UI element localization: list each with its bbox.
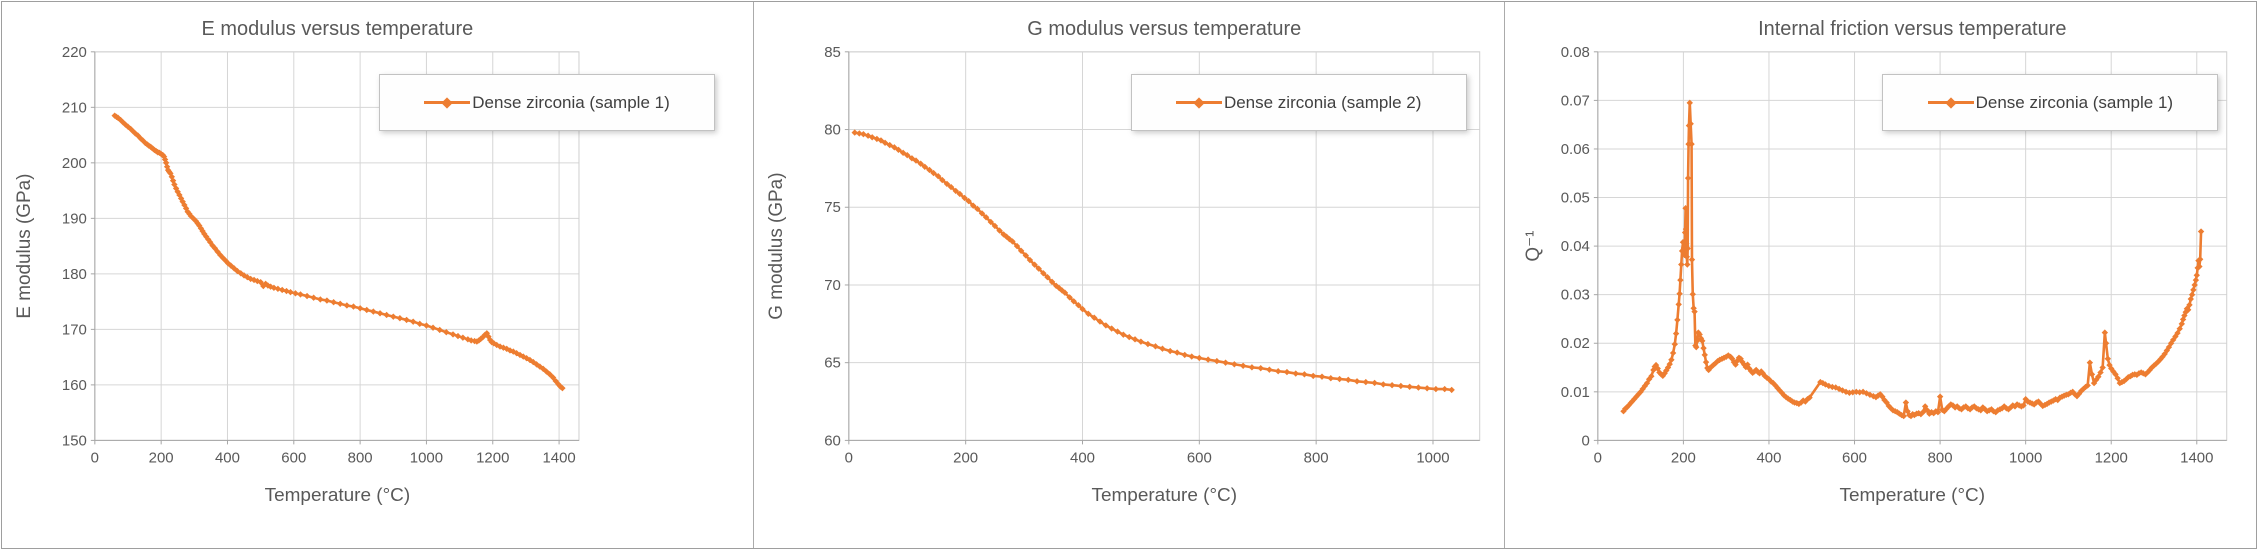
svg-text:600: 600 bbox=[281, 449, 306, 466]
svg-text:170: 170 bbox=[62, 321, 87, 338]
diamond-marker-icon bbox=[1193, 96, 1205, 109]
svg-text:150: 150 bbox=[62, 432, 87, 449]
svg-text:1400: 1400 bbox=[2180, 449, 2213, 466]
svg-text:0.01: 0.01 bbox=[1561, 384, 1590, 401]
data-series-markers bbox=[851, 129, 1455, 394]
svg-text:400: 400 bbox=[1070, 449, 1095, 466]
y-axis-title: Q⁻¹ bbox=[1523, 231, 1544, 262]
legend-series-label: Dense zirconia (sample 2) bbox=[1223, 92, 1422, 112]
legend-box: Dense zirconia (sample 1) bbox=[1882, 74, 2219, 131]
legend-series-label: Dense zirconia (sample 1) bbox=[472, 92, 670, 112]
legend-series-line bbox=[1175, 96, 1222, 109]
diamond-marker-icon bbox=[1944, 96, 1957, 109]
svg-text:180: 180 bbox=[62, 266, 87, 283]
chart-canvas-g-modulus: 0 200 400 600 800 1000 60 65 70 75 80 85 G modulus … bbox=[766, 18, 1480, 506]
svg-text:200: 200 bbox=[62, 155, 87, 172]
data-series-line bbox=[113, 114, 564, 390]
svg-text:600: 600 bbox=[1187, 449, 1212, 466]
data-series-markers bbox=[1620, 99, 2205, 420]
svg-text:200: 200 bbox=[953, 449, 978, 466]
legend-series-label: Dense zirconia (sample 1) bbox=[1975, 92, 2174, 112]
legend-series-line bbox=[1927, 96, 1974, 109]
svg-text:75: 75 bbox=[824, 199, 841, 216]
svg-text:0.06: 0.06 bbox=[1561, 141, 1590, 158]
data-series-markers bbox=[111, 112, 566, 392]
svg-text:0: 0 bbox=[91, 449, 99, 466]
x-axis-title: Temperature (°C) bbox=[265, 485, 411, 506]
chart-panel-g-modulus: 0 200 400 600 800 1000 60 65 70 75 80 85 G modulus … bbox=[752, 2, 1505, 548]
diamond-marker-icon bbox=[441, 96, 453, 109]
svg-text:0.08: 0.08 bbox=[1561, 44, 1590, 61]
svg-text:0.07: 0.07 bbox=[1561, 92, 1590, 109]
y-axis-title: E modulus (GPa) bbox=[14, 174, 35, 319]
svg-text:65: 65 bbox=[824, 355, 841, 372]
svg-text:80: 80 bbox=[824, 122, 841, 139]
legend-series-line bbox=[424, 96, 471, 109]
svg-text:200: 200 bbox=[149, 449, 174, 466]
chart-title: E modulus versus temperature bbox=[202, 18, 474, 40]
svg-text:0: 0 bbox=[1582, 432, 1590, 449]
svg-text:1400: 1400 bbox=[542, 449, 575, 466]
svg-text:200: 200 bbox=[1671, 449, 1696, 466]
svg-text:60: 60 bbox=[824, 432, 841, 449]
svg-text:0.05: 0.05 bbox=[1561, 190, 1590, 207]
svg-text:160: 160 bbox=[62, 377, 87, 394]
svg-text:210: 210 bbox=[62, 99, 87, 116]
svg-text:1000: 1000 bbox=[410, 449, 443, 466]
x-axis-title: Temperature (°C) bbox=[1840, 485, 1986, 506]
svg-text:220: 220 bbox=[62, 44, 87, 61]
svg-text:70: 70 bbox=[824, 277, 841, 294]
chart-title: G modulus versus temperature bbox=[1027, 18, 1301, 40]
data-series-line bbox=[854, 131, 1452, 392]
svg-text:800: 800 bbox=[348, 449, 373, 466]
svg-text:0: 0 bbox=[1594, 449, 1602, 466]
svg-text:0.02: 0.02 bbox=[1561, 335, 1590, 352]
legend-box: Dense zirconia (sample 2) bbox=[1130, 74, 1467, 131]
chart-panel-internal-friction: 0 200 400 600 800 1000 1200 1400 0 0.01 0.02 0.03 0.… bbox=[1504, 2, 2256, 548]
svg-text:1000: 1000 bbox=[1416, 449, 1449, 466]
legend-box: Dense zirconia (sample 1) bbox=[379, 74, 715, 131]
y-axis-title: G modulus (GPa) bbox=[766, 173, 787, 320]
svg-text:0.04: 0.04 bbox=[1561, 238, 1590, 255]
svg-text:600: 600 bbox=[1842, 449, 1867, 466]
plot-area: 0 200 400 600 800 1000 60 65 70 75 80 85 bbox=[824, 44, 1480, 466]
svg-text:0.03: 0.03 bbox=[1561, 287, 1590, 304]
svg-text:800: 800 bbox=[1303, 449, 1328, 466]
svg-text:1200: 1200 bbox=[476, 449, 509, 466]
svg-text:400: 400 bbox=[1757, 449, 1782, 466]
svg-text:1200: 1200 bbox=[2095, 449, 2128, 466]
x-axis-title: Temperature (°C) bbox=[1091, 485, 1237, 506]
svg-text:85: 85 bbox=[824, 44, 841, 61]
svg-text:190: 190 bbox=[62, 210, 87, 227]
svg-text:0: 0 bbox=[844, 449, 852, 466]
svg-text:400: 400 bbox=[215, 449, 240, 466]
chart-panel-e-modulus: 0 200 400 600 800 1000 1200 1400 150 160 170 180 190… bbox=[2, 2, 753, 548]
svg-text:800: 800 bbox=[1928, 449, 1953, 466]
chart-title: Internal friction versus temperature bbox=[1758, 18, 2066, 40]
svg-text:1000: 1000 bbox=[2009, 449, 2042, 466]
